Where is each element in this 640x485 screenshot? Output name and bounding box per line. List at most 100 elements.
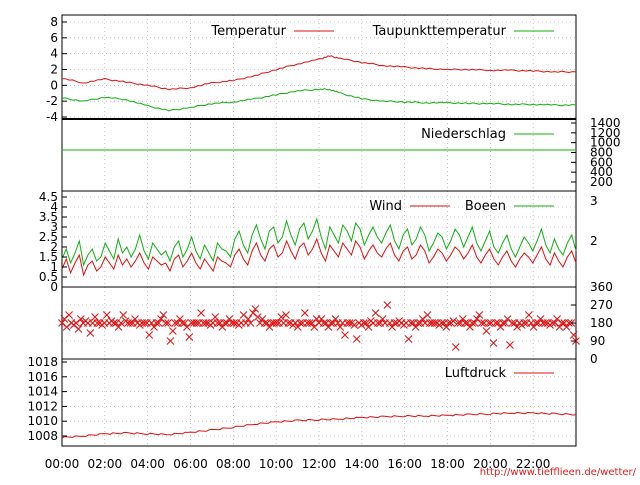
wind-direction-mark [244, 315, 253, 323]
wind-direction-mark [249, 309, 257, 317]
wind-direction-mark [60, 315, 69, 323]
wind-direction-mark [411, 323, 420, 331]
wind-direction-mark [565, 319, 573, 327]
wind-direction-mark [374, 319, 382, 327]
y-tick-label: 3.5 [39, 210, 58, 224]
wind-direction-mark [503, 315, 512, 323]
series-line-luftdruck [61, 411, 577, 439]
y-tick-label: 1008 [27, 429, 58, 443]
wind-direction-mark [251, 305, 260, 313]
wind-direction-mark [461, 319, 470, 327]
y-tick-label: 2 [50, 240, 58, 254]
y-tick-label: 8 [50, 15, 58, 29]
wind-direction-mark [388, 323, 396, 331]
wind-direction-mark [548, 319, 557, 327]
y-tick-label: 4.5 [39, 190, 58, 204]
wind-direction-mark [185, 333, 194, 341]
wind-direction-mark [336, 323, 345, 331]
wind-direction-mark [145, 331, 154, 339]
y-tick-label: 3 [50, 220, 58, 234]
time-tick-label: 08:00 [216, 457, 251, 471]
wind-direction-mark [541, 319, 550, 327]
time-tick-label: 06:00 [173, 457, 208, 471]
wind-direction-mark [491, 319, 500, 327]
wind-direction-mark [529, 323, 538, 331]
y-tick-label: 1016 [27, 370, 58, 384]
wind-direction-mark [451, 343, 460, 351]
wind-direction-mark [296, 319, 304, 327]
wind-direction-mark [62, 323, 71, 331]
wind-direction-mark [536, 315, 545, 323]
wind-direction-mark [430, 319, 439, 327]
wind-direction-mark [282, 311, 290, 319]
wind-direction-mark [326, 319, 335, 327]
wind-direction-mark [359, 319, 368, 327]
y-tick-label: 0.5 [39, 270, 58, 284]
y-tick-label: 1014 [27, 385, 58, 399]
y-tick-label: 2.5 [39, 230, 58, 244]
wind-direction-mark [466, 323, 474, 331]
wind-direction-mark [352, 335, 361, 343]
y-tick-label: 800 [590, 146, 613, 160]
wind-direction-mark [300, 309, 309, 317]
wind-direction-mark [477, 319, 486, 327]
wind-direction-mark [319, 319, 328, 327]
time-tick-label: 14:00 [345, 457, 380, 471]
wind-direction-mark [473, 315, 481, 323]
y-tick-label: 1200 [590, 126, 621, 140]
wind-direction-mark [157, 315, 165, 323]
y-tick-label: 4 [50, 200, 58, 214]
legend-label: Niederschlag [421, 127, 506, 142]
wind-direction-mark [562, 323, 571, 331]
wind-direction-mark [119, 311, 128, 319]
wind-direction-mark [265, 323, 274, 331]
wind-direction-mark [362, 319, 371, 327]
wind-direction-mark [72, 319, 81, 327]
y-tick-label: 1.5 [39, 250, 58, 264]
wind-direction-mark [225, 315, 234, 323]
y-tick-label: 1010 [27, 414, 58, 428]
wind-direction-mark [484, 319, 493, 327]
wind-direction-mark [114, 323, 123, 331]
y-tick-label: 4 [50, 47, 58, 61]
wind-direction-mark [77, 315, 85, 323]
wind-direction-mark [437, 319, 446, 327]
wind-direction-mark [350, 321, 359, 329]
wind-direction-mark [423, 311, 432, 319]
wind-direction-mark [449, 317, 458, 325]
wind-direction-mark [93, 319, 102, 327]
wind-direction-mark [258, 315, 267, 323]
wind-direction-mark [331, 315, 340, 323]
wind-direction-mark [220, 319, 229, 327]
legend-label: Temperatur [210, 24, 286, 39]
wind-direction-mark [404, 335, 413, 343]
wind-direction-mark [470, 319, 479, 327]
wind-direction-mark [371, 309, 380, 317]
wind-direction-mark [305, 319, 314, 327]
y-tick-label: 1 [50, 260, 58, 274]
wind-direction-mark [110, 319, 118, 327]
wind-direction-mark [378, 315, 387, 323]
legend-label: Boeen [465, 199, 506, 214]
source-url[interactable]: http://www.tiefflieen.de/wetter/ [479, 467, 636, 478]
y-tick-label: -2 [46, 94, 58, 108]
time-tick-label: 12:00 [302, 457, 337, 471]
wind-direction-mark [345, 319, 354, 327]
legend-layer: Temperatur Taupunkttemperatur Niederschlag… [210, 24, 554, 381]
series-line-wind [61, 237, 577, 277]
y-tick-label: -4 [46, 110, 58, 124]
wind-direction-mark [508, 319, 517, 327]
time-tick-label: 16:00 [387, 457, 422, 471]
wind-direction-mark [277, 313, 286, 321]
time-tick-label: 02:00 [88, 457, 123, 471]
grid-layer [62, 15, 576, 446]
wind-direction-mark [308, 319, 316, 327]
wind-direction-mark [284, 319, 293, 327]
wind-direction-mark [126, 319, 135, 327]
wind-direction-mark [197, 309, 205, 317]
y-tick-label: 1000 [590, 136, 621, 150]
wind-direction-mark [58, 319, 66, 327]
y-tick-label: 400 [590, 165, 613, 179]
series-layer [58, 55, 580, 439]
wind-direction-mark [246, 319, 255, 327]
